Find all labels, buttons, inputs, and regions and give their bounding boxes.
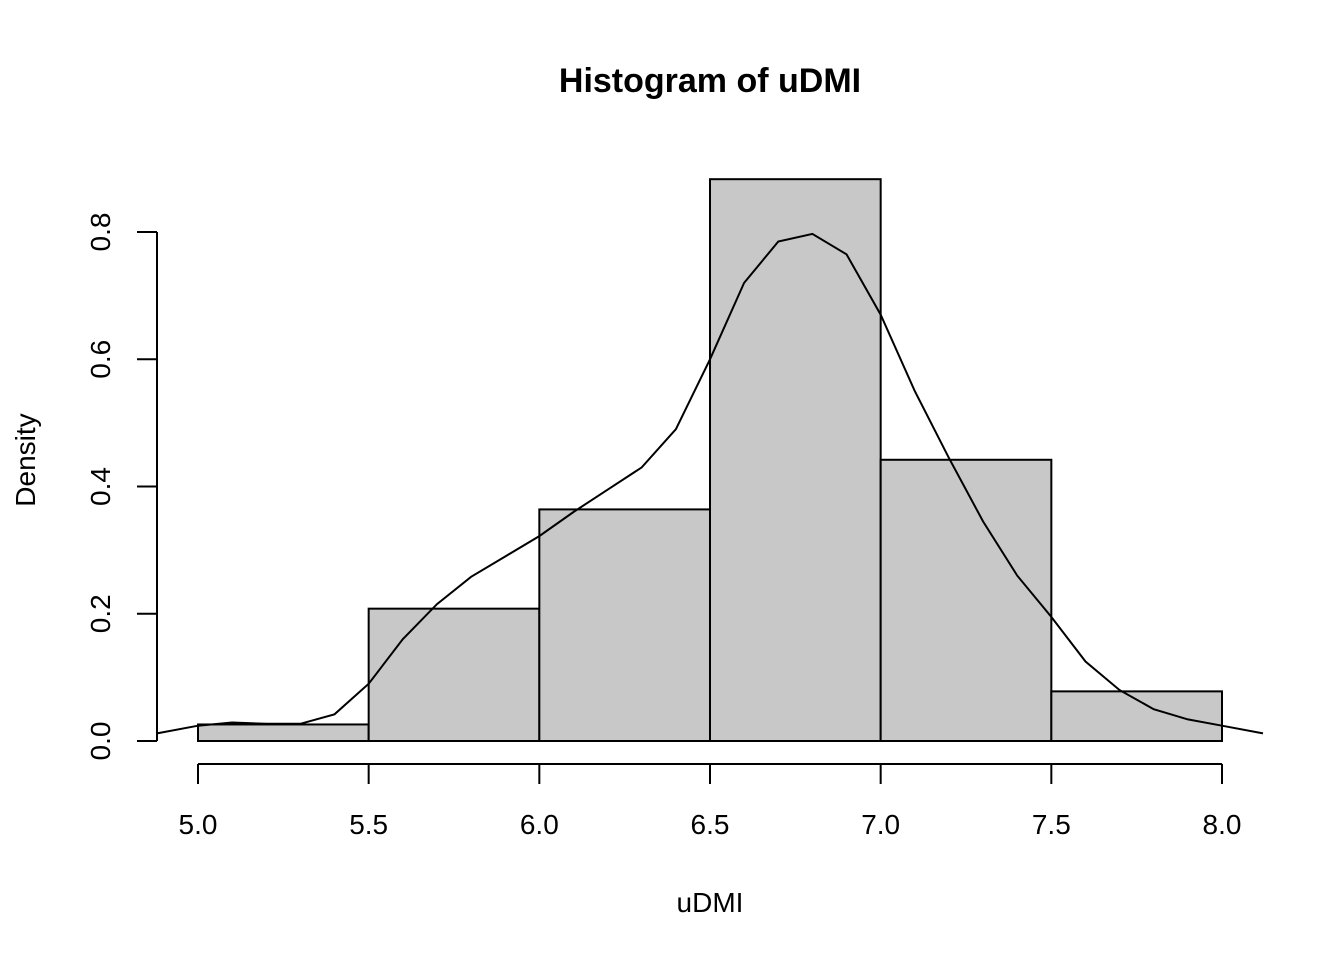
x-tick-label: 6.0 xyxy=(520,809,559,840)
bars-group xyxy=(197,178,1224,743)
histogram-bar xyxy=(709,178,882,743)
x-tick-label: 7.0 xyxy=(861,809,900,840)
y-axis: 0.0 0.2 0.4 0.6 0.8 xyxy=(85,213,158,761)
chart-title: Histogram of uDMI xyxy=(559,62,861,100)
x-tick-label: 8.0 xyxy=(1203,809,1242,840)
histogram-bar xyxy=(538,508,711,742)
y-tick-label: 0.6 xyxy=(85,340,116,379)
x-axis: 5.0 5.5 6.0 6.5 7.0 7.5 8.0 xyxy=(179,763,1242,840)
histogram-bar xyxy=(197,723,370,743)
x-tick-label: 5.5 xyxy=(349,809,388,840)
y-tick-label: 0.2 xyxy=(85,594,116,633)
density-curve xyxy=(156,232,1264,735)
histogram-bar xyxy=(367,607,541,742)
x-tick-label: 5.0 xyxy=(179,809,218,840)
x-tick-label: 6.5 xyxy=(691,809,730,840)
x-axis-label: uDMI xyxy=(677,887,744,918)
y-tick-label: 0.8 xyxy=(85,213,116,252)
x-tick-label: 7.5 xyxy=(1032,809,1071,840)
y-axis-label: Density xyxy=(10,413,41,506)
y-tick-label: 0.0 xyxy=(85,722,116,761)
histogram-bar xyxy=(879,458,1053,742)
y-tick-label: 0.4 xyxy=(85,467,116,506)
